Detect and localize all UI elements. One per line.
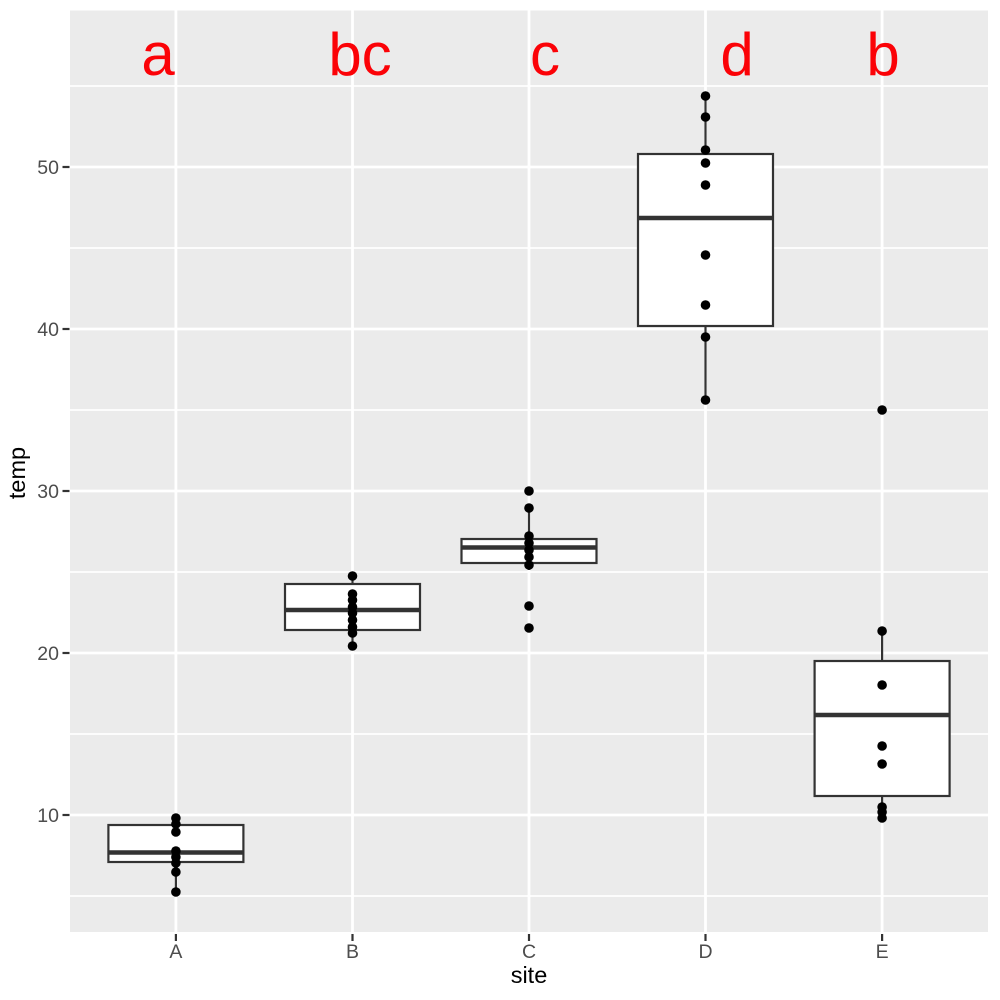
svg-text:20: 20 [37,643,59,665]
svg-text:C: C [522,941,536,963]
svg-text:a: a [141,21,175,88]
svg-text:temp: temp [4,447,30,499]
svg-text:c: c [530,21,560,88]
svg-text:b: b [866,21,899,88]
svg-text:E: E [876,941,889,963]
svg-text:50: 50 [37,157,59,179]
svg-text:site: site [511,962,548,988]
svg-text:40: 40 [37,319,59,341]
svg-text:30: 30 [37,481,59,503]
svg-text:d: d [720,21,753,88]
svg-text:D: D [698,941,712,963]
svg-text:10: 10 [37,805,59,827]
svg-text:bc: bc [328,21,391,88]
svg-text:A: A [169,941,182,963]
svg-text:B: B [346,941,359,963]
